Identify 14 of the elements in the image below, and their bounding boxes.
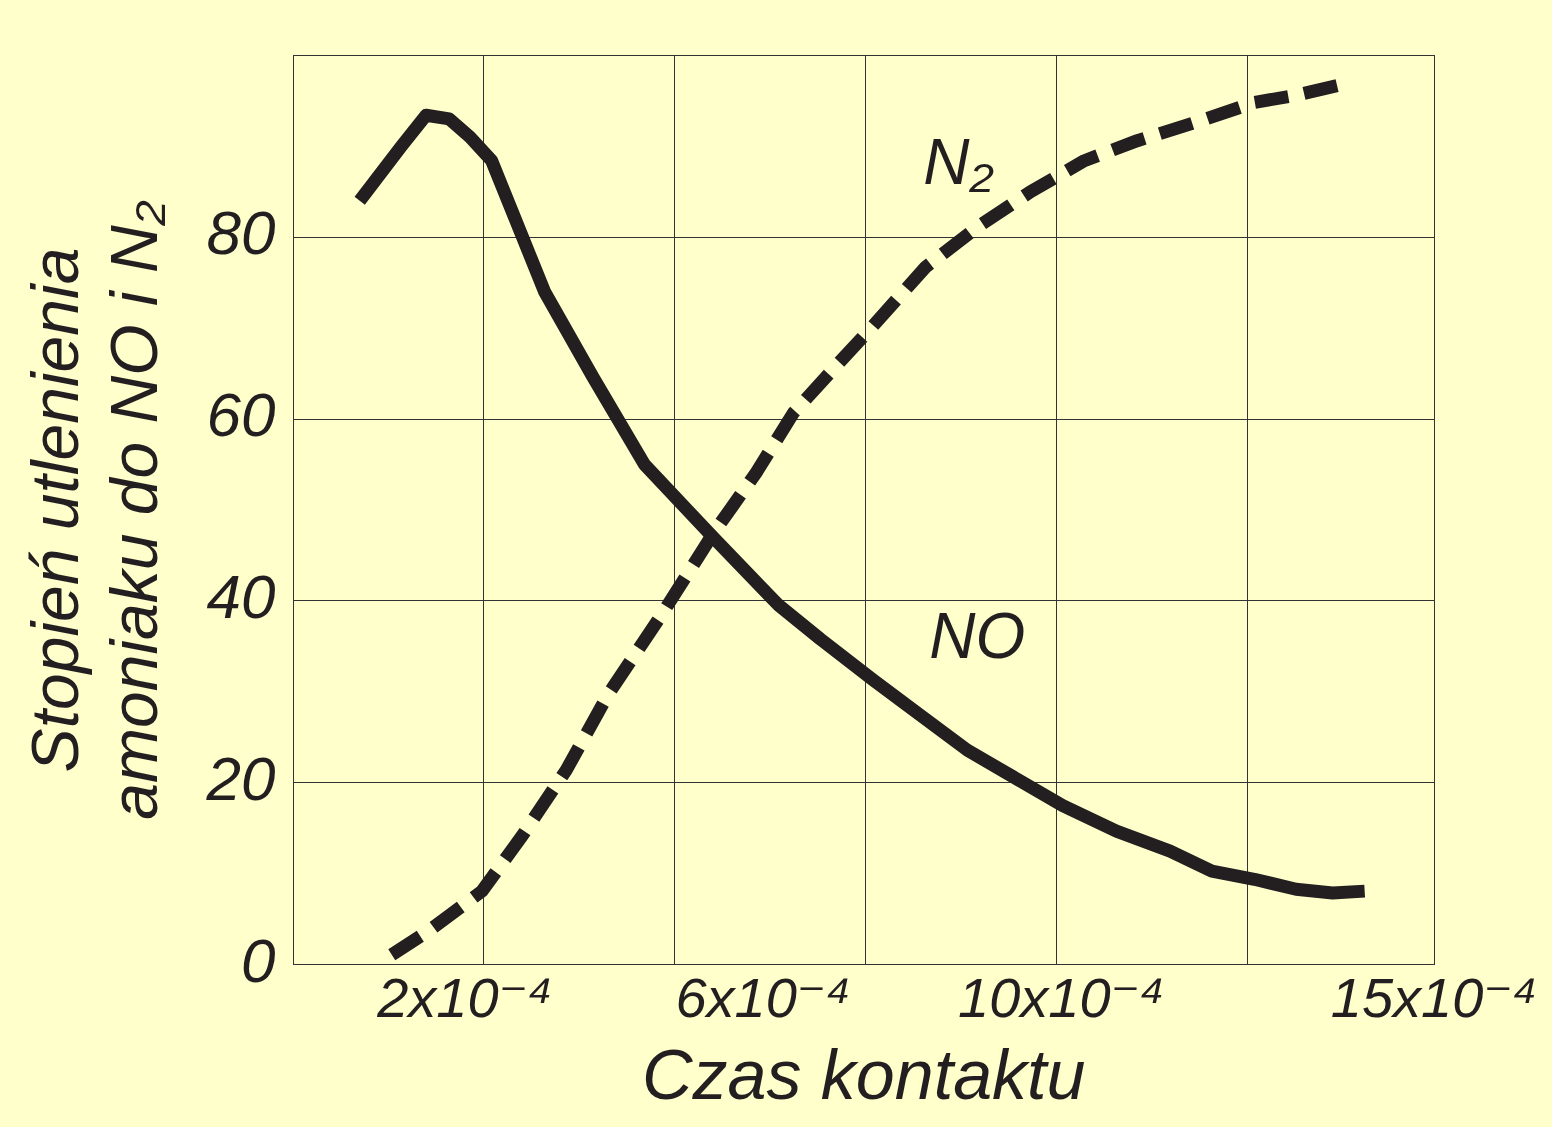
y-tick-label: 80 — [206, 198, 276, 268]
text: amoniaku do NO i N₂ — [97, 200, 172, 820]
x-axis-title: Czas kontaktu — [641, 1036, 1086, 1115]
x-tick-label: 6x10⁻⁴ — [675, 965, 851, 1029]
text: Stopień utlenienia — [17, 247, 92, 773]
y-tick-label: 60 — [206, 380, 276, 450]
x-tick-label: 15x10⁻⁴ — [1330, 965, 1538, 1029]
x-tick-label: 10x10⁻⁴ — [958, 965, 1165, 1029]
y-tick-label: 0 — [240, 926, 276, 996]
series-label: NO — [929, 599, 1026, 672]
y-tick-label: 20 — [205, 744, 276, 814]
y-tick-label: 40 — [206, 562, 276, 632]
series-label: N₂ — [923, 126, 994, 198]
x-tick-label: 2x10⁻⁴ — [376, 965, 553, 1029]
